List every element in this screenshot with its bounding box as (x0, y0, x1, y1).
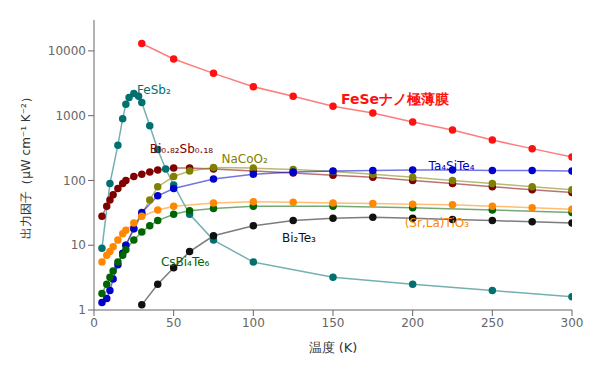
svg-text:NaCoO₂: NaCoO₂ (221, 152, 267, 166)
svg-text:Bi₂Te₃: Bi₂Te₃ (282, 231, 316, 245)
svg-text:FeSb₂: FeSb₂ (137, 83, 171, 97)
svg-text:1: 1 (78, 303, 86, 317)
svg-text:300: 300 (561, 316, 584, 330)
svg-text:200: 200 (401, 316, 424, 330)
svg-text:Ta₄SiTe₄: Ta₄SiTe₄ (428, 159, 475, 173)
svg-text:温度 (K): 温度 (K) (309, 340, 358, 355)
svg-text:150: 150 (322, 316, 345, 330)
svg-text:1000: 1000 (55, 109, 86, 123)
svg-text:10000: 10000 (48, 44, 86, 58)
svg-text:0: 0 (90, 316, 98, 330)
svg-text:CsBi₄Te₆: CsBi₄Te₆ (161, 255, 210, 269)
svg-text:FeSeナノ極薄膜: FeSeナノ極薄膜 (341, 91, 450, 107)
svg-text:10: 10 (71, 238, 86, 252)
svg-text:Bi₀.₈₂Sb₀.₁₈: Bi₀.₈₂Sb₀.₁₈ (150, 142, 213, 156)
svg-text:50: 50 (166, 316, 181, 330)
svg-text:(Sr,La)TiO₃: (Sr,La)TiO₃ (405, 216, 470, 230)
svg-text:100: 100 (63, 174, 86, 188)
svg-text:250: 250 (481, 316, 504, 330)
svg-text:出力因子（μW cm⁻¹ K⁻²）: 出力因子（μW cm⁻¹ K⁻²） (19, 91, 33, 239)
svg-text:100: 100 (242, 316, 265, 330)
